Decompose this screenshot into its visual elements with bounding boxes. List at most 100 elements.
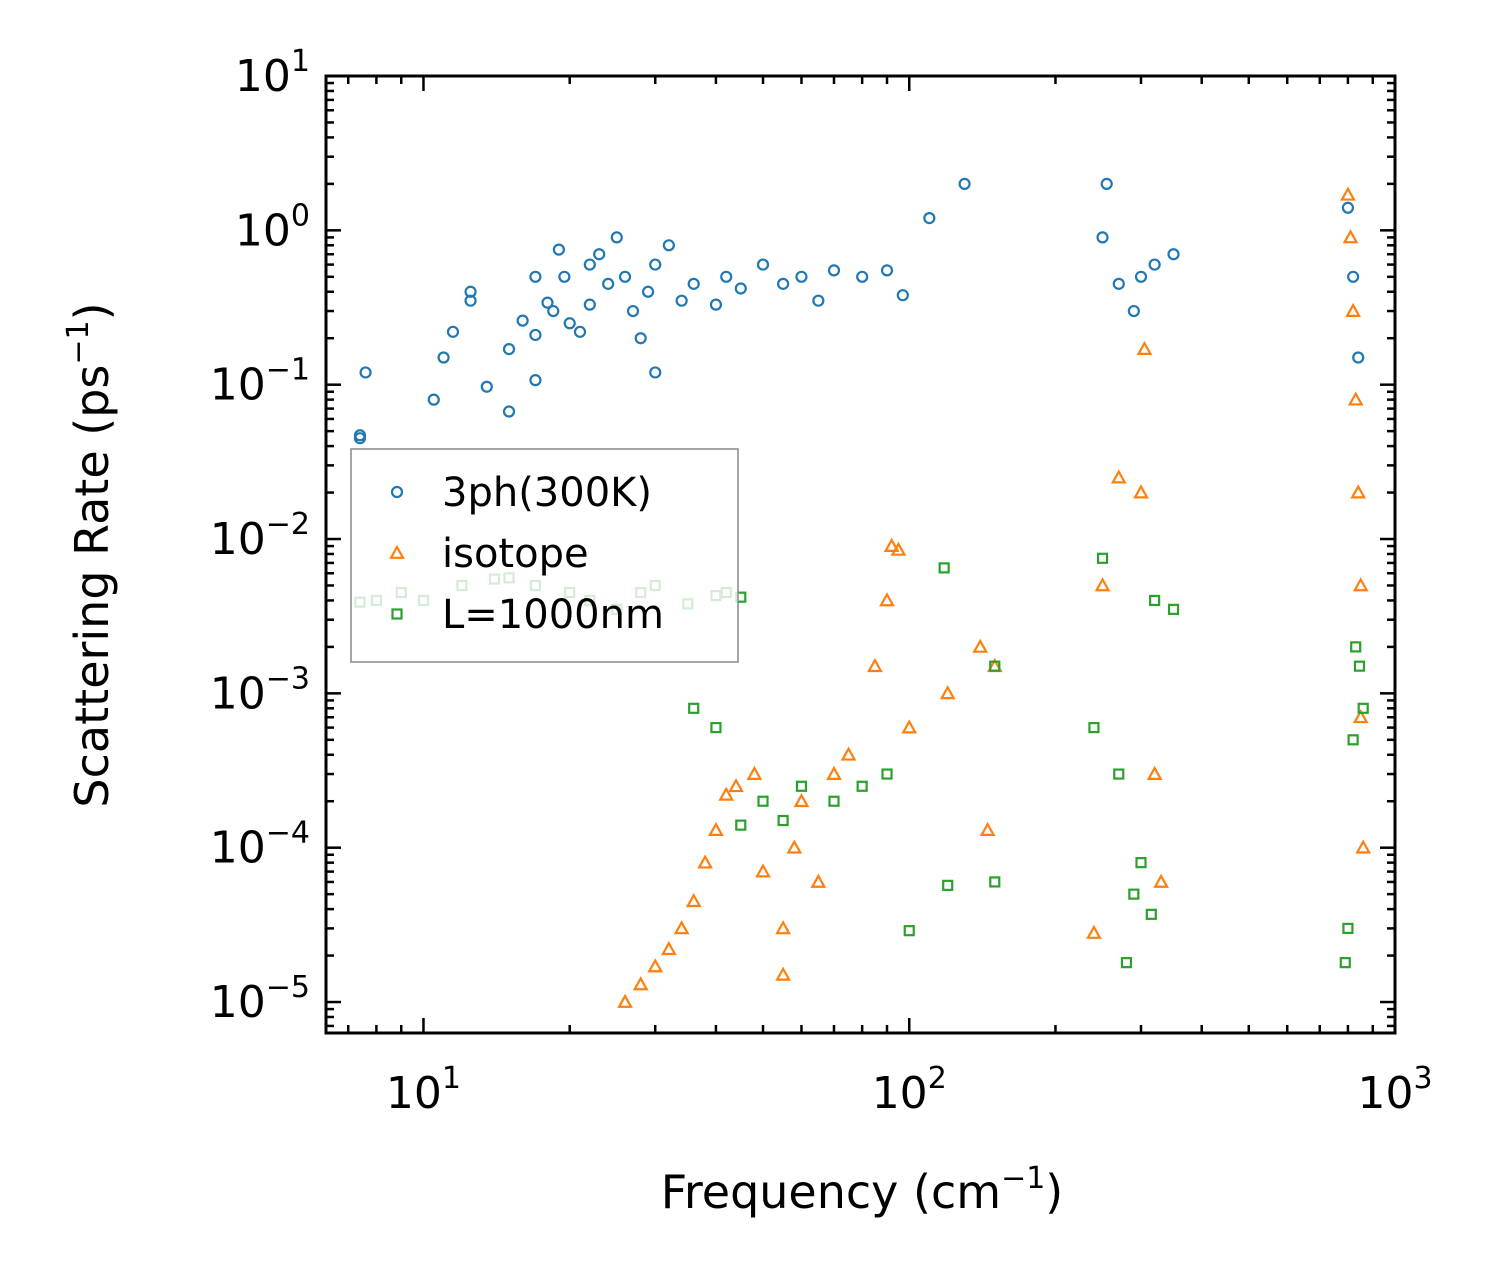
data-point — [826, 765, 842, 780]
data-point — [795, 270, 808, 283]
data-point — [687, 277, 700, 290]
legend-marker-square — [391, 608, 403, 620]
data-point — [810, 873, 827, 888]
data-point — [547, 304, 560, 318]
data-point — [1355, 839, 1372, 854]
data-point — [649, 258, 662, 271]
data-point — [626, 304, 640, 318]
x-axis-title-superscript: −1 — [1001, 1161, 1045, 1196]
series-isotope — [617, 186, 1372, 1008]
data-point — [649, 366, 662, 379]
data-point — [903, 925, 915, 937]
data-point — [1128, 888, 1140, 900]
y-tick-label: 10−4 — [210, 816, 310, 874]
data-point — [1146, 765, 1163, 780]
data-point — [583, 298, 596, 311]
data-point — [464, 294, 477, 307]
data-point — [1148, 258, 1161, 271]
data-point — [610, 231, 623, 244]
data-point — [890, 541, 907, 556]
legend-item: isotope — [389, 531, 589, 577]
data-point — [883, 537, 900, 552]
data-point — [446, 325, 460, 338]
x-tick-label-exponent: 3 — [1413, 1061, 1432, 1096]
y-tick-label-exponent: 0 — [291, 198, 310, 233]
data-point — [602, 277, 615, 290]
data-point — [710, 721, 722, 734]
data-point — [958, 177, 971, 190]
x-tick-label-base: 10 — [1357, 1068, 1413, 1119]
data-point — [1086, 924, 1102, 939]
data-point — [840, 746, 857, 761]
data-point — [675, 294, 688, 307]
data-point — [856, 780, 868, 792]
data-point — [777, 277, 790, 290]
data-point — [662, 239, 675, 252]
x-tick-label: 103 — [1357, 1061, 1432, 1119]
data-point — [1347, 391, 1364, 406]
legend-item: L=1000nm — [391, 592, 664, 638]
y-tick-label: 100 — [235, 198, 310, 256]
data-point — [777, 814, 789, 827]
data-point — [697, 854, 713, 869]
data-point — [1112, 277, 1125, 290]
data-point — [746, 765, 763, 780]
data-point — [989, 660, 1001, 672]
data-point — [1113, 768, 1125, 780]
y-tick-label-base: 10 — [235, 51, 291, 102]
data-point — [529, 374, 542, 387]
data-point — [1342, 229, 1359, 244]
data-point — [1341, 201, 1355, 214]
data-point — [541, 296, 554, 309]
data-point — [901, 719, 918, 734]
data-point — [1353, 660, 1366, 672]
y-tick-label: 101 — [235, 44, 310, 102]
data-point — [427, 393, 440, 406]
data-point — [734, 282, 747, 295]
data-point — [1357, 702, 1369, 714]
data-point — [1167, 248, 1180, 261]
legend: 3ph(300K) isotope L=1000nm — [350, 448, 739, 663]
x-tick-label-base: 10 — [386, 1068, 442, 1119]
data-point — [775, 966, 791, 981]
data-point — [856, 270, 869, 283]
data-point — [529, 270, 542, 283]
y-tick-label-exponent: −3 — [266, 661, 310, 696]
data-point — [1120, 957, 1133, 969]
data-point — [923, 212, 936, 225]
data-point — [1136, 340, 1153, 356]
data-point — [593, 248, 606, 261]
x-axis-title: Frequency (cm−1) — [661, 1161, 1064, 1219]
data-point — [1149, 594, 1161, 607]
y-tick-label: 10−3 — [210, 661, 310, 719]
data-point — [1100, 177, 1113, 190]
data-point — [1134, 270, 1148, 283]
data-point — [1135, 857, 1147, 869]
y-tick-label-base: 10 — [210, 977, 266, 1028]
data-point — [359, 366, 372, 379]
y-tick-label-exponent: −4 — [266, 816, 310, 851]
data-point — [812, 294, 825, 307]
data-point — [757, 795, 769, 807]
data-point — [1088, 721, 1100, 734]
y-tick-label: 10−1 — [210, 353, 310, 411]
data-point — [755, 863, 771, 878]
data-point — [1145, 908, 1157, 920]
data-point — [879, 592, 895, 607]
data-point — [502, 405, 516, 418]
data-point — [1094, 577, 1111, 592]
data-point — [573, 325, 587, 338]
data-point — [1153, 873, 1169, 888]
x-tick-label-exponent: 1 — [442, 1061, 461, 1096]
data-point — [563, 317, 576, 330]
data-point — [1133, 484, 1149, 499]
y-tick-label-base: 10 — [210, 360, 266, 411]
y-tick-label-exponent: −2 — [266, 507, 310, 542]
data-point — [1342, 922, 1354, 934]
data-point — [942, 879, 954, 891]
y-axis-title-superscript: −1 — [61, 320, 96, 364]
data-point — [939, 685, 956, 700]
data-point — [786, 839, 803, 854]
data-point — [1347, 734, 1359, 746]
